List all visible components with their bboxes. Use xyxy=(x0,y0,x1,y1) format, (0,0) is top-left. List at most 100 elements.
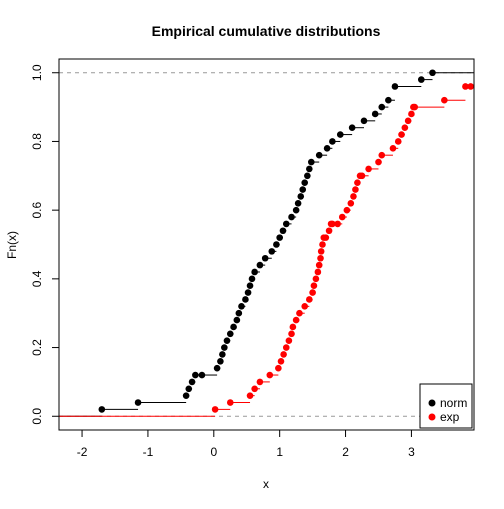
y-tick-label: 0.8 xyxy=(30,133,44,150)
data-point xyxy=(365,165,372,173)
data-point xyxy=(288,213,295,221)
data-point xyxy=(391,83,399,90)
data-point xyxy=(350,193,357,200)
data-point xyxy=(411,103,419,111)
data-point xyxy=(348,124,356,132)
data-point xyxy=(418,76,425,83)
plot-frame xyxy=(58,58,475,431)
x-axis-label: x xyxy=(263,477,269,491)
data-point xyxy=(213,364,221,372)
data-point xyxy=(429,69,436,77)
data-point xyxy=(261,254,269,262)
x-tick-label: 1 xyxy=(276,445,283,459)
data-point xyxy=(371,110,379,118)
data-point xyxy=(301,179,309,186)
data-point xyxy=(338,213,346,221)
data-point xyxy=(375,158,382,166)
x-tick-label: 0 xyxy=(210,445,217,459)
data-point xyxy=(185,385,193,393)
data-point xyxy=(292,206,300,214)
data-point xyxy=(246,282,254,290)
data-point xyxy=(242,296,249,303)
y-tick-label: 0.6 xyxy=(30,201,44,218)
data-point xyxy=(292,316,300,324)
data-point xyxy=(188,378,196,386)
data-point xyxy=(329,138,336,145)
data-point xyxy=(248,275,256,283)
data-point xyxy=(306,165,313,173)
data-point xyxy=(398,131,405,138)
x-tick-label: 3 xyxy=(408,445,415,459)
legend-marker-norm xyxy=(428,399,436,407)
data-point xyxy=(230,323,237,331)
data-point xyxy=(323,145,331,152)
data-point xyxy=(256,378,264,386)
x-tick-label: -1 xyxy=(143,445,154,459)
data-point xyxy=(276,234,283,241)
data-point xyxy=(244,289,252,296)
data-point xyxy=(297,193,305,200)
x-tick-label: -2 xyxy=(77,445,88,459)
data-point xyxy=(289,323,297,331)
legend: norm exp xyxy=(419,383,473,429)
legend-label-exp: exp xyxy=(440,410,460,424)
data-point xyxy=(246,392,254,399)
data-point xyxy=(294,199,302,207)
data-point xyxy=(325,227,333,235)
data-point xyxy=(347,199,355,207)
data-point xyxy=(299,186,307,193)
x-tick-label: 2 xyxy=(342,445,349,459)
data-point xyxy=(223,337,231,344)
data-point xyxy=(296,309,303,317)
legend-label-norm: norm xyxy=(440,396,467,410)
data-point xyxy=(329,220,336,228)
y-tick-label: 0.2 xyxy=(30,339,44,356)
data-point xyxy=(266,371,274,379)
data-point xyxy=(198,371,206,379)
data-point xyxy=(98,406,106,413)
data-point xyxy=(304,172,311,180)
data-point xyxy=(307,158,315,166)
data-point xyxy=(211,406,219,413)
chart-title: Empirical cumulative distributions xyxy=(152,23,381,39)
data-point xyxy=(322,234,330,241)
series-layer xyxy=(59,69,475,417)
data-point xyxy=(315,261,323,269)
data-point xyxy=(467,83,475,90)
data-point xyxy=(238,303,245,310)
data-point xyxy=(315,151,323,159)
series-norm xyxy=(59,69,474,417)
data-point xyxy=(280,351,287,358)
data-point xyxy=(334,220,341,228)
data-point xyxy=(235,309,243,317)
data-point xyxy=(285,337,293,344)
data-point xyxy=(312,275,320,283)
data-point xyxy=(277,357,285,365)
data-point xyxy=(358,172,366,180)
legend-box xyxy=(419,383,473,429)
data-point xyxy=(317,248,325,255)
data-point xyxy=(352,186,359,193)
y-axis-label: Fn(x) xyxy=(5,231,19,259)
data-point xyxy=(268,248,276,255)
data-point xyxy=(401,124,409,132)
data-point xyxy=(226,399,234,406)
data-point xyxy=(404,117,412,125)
data-point xyxy=(389,145,397,152)
data-point xyxy=(226,330,234,338)
data-point xyxy=(279,227,287,235)
axes-layer: -2 -1 0 1 2 3 0.0 0.2 0.4 0.6 0.8 1.0 xyxy=(30,58,475,459)
data-point xyxy=(306,296,313,303)
data-point xyxy=(354,179,361,186)
data-point xyxy=(343,206,351,214)
reference-lines xyxy=(59,72,474,417)
data-point xyxy=(378,151,386,159)
data-point xyxy=(134,399,142,406)
series-exp xyxy=(59,83,475,417)
y-tick-label: 0.0 xyxy=(30,408,44,425)
data-point xyxy=(336,131,344,138)
data-point xyxy=(310,282,318,290)
data-point xyxy=(282,344,290,351)
